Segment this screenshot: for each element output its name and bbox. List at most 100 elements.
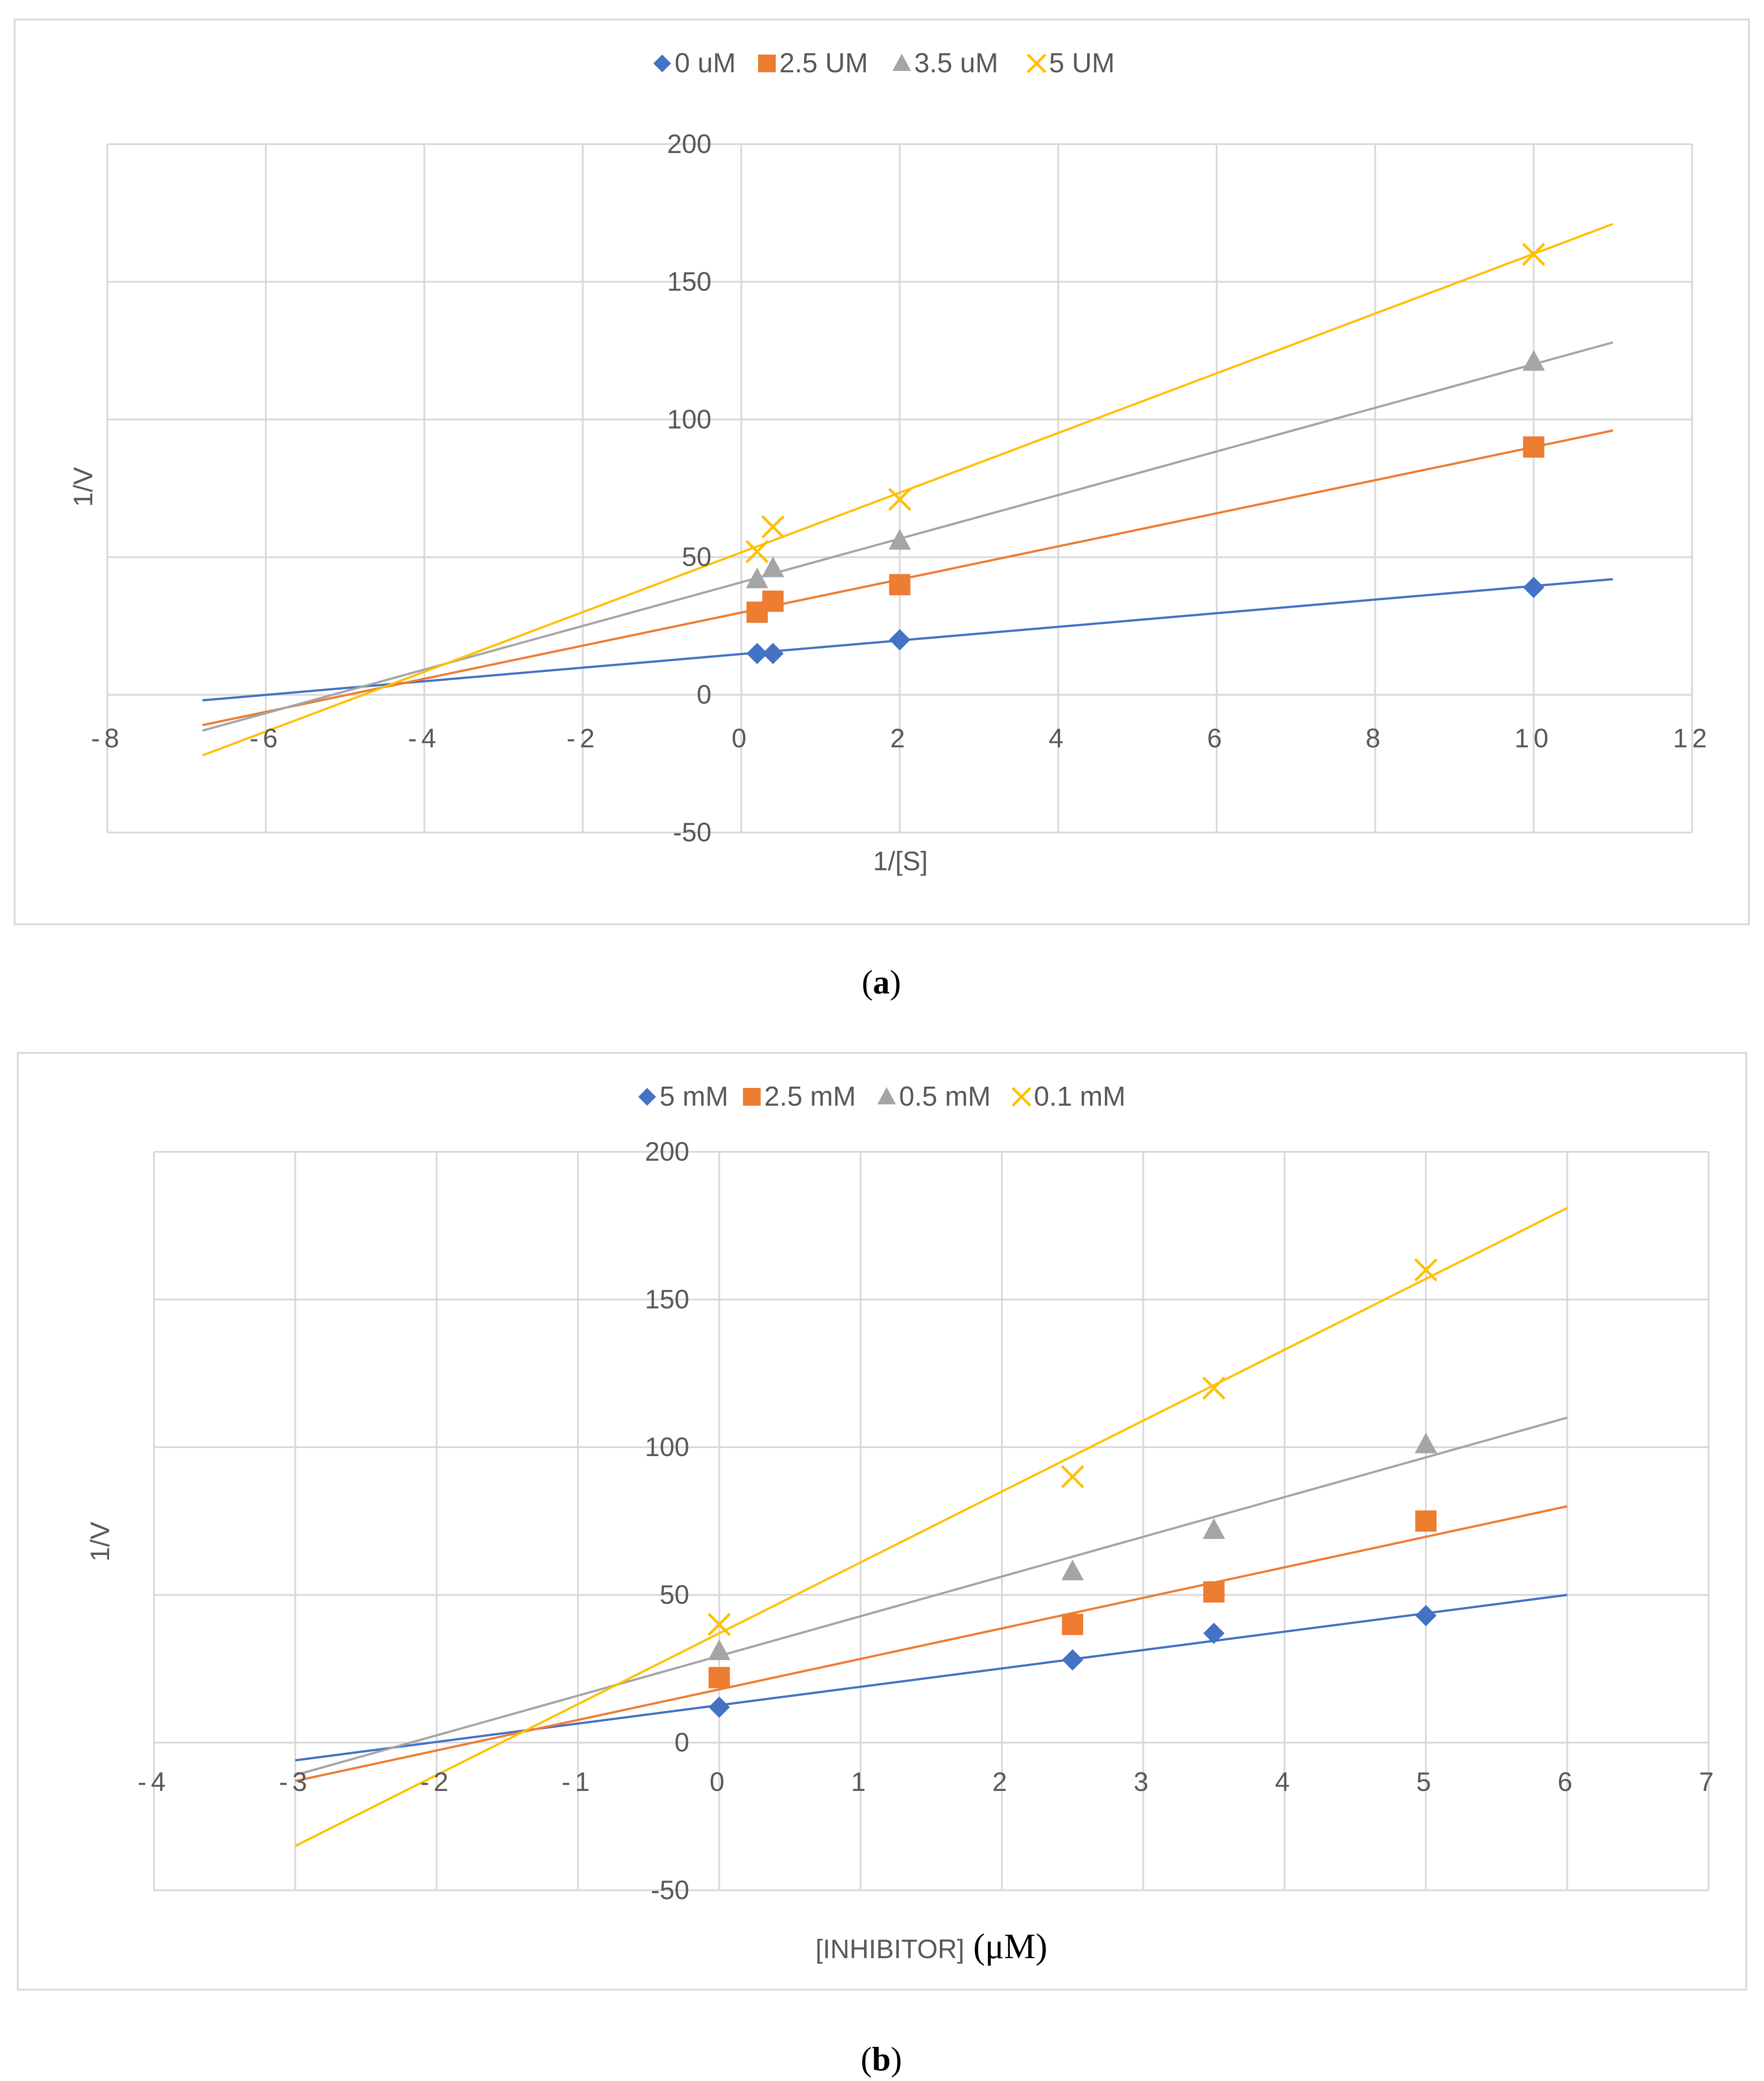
chart-b-gridlines: [153, 1151, 1709, 1891]
data-point-0-uM: [889, 629, 911, 651]
data-point-5-UM: [745, 540, 769, 563]
data-point-2.5-UM: [1523, 436, 1544, 458]
legend-marker: [1026, 53, 1047, 74]
chart-b-caption: (b): [861, 2041, 902, 2078]
data-point-3.5-uM: [746, 567, 769, 589]
data-point-0-uM: [762, 643, 784, 664]
legend-label: 0.5 mM: [899, 1081, 991, 1112]
chart-a-points: [745, 243, 1545, 664]
data-point-5-mM: [1415, 1605, 1437, 1626]
data-point-5-mM: [1203, 1622, 1225, 1644]
y-tick-label: 100: [667, 404, 711, 434]
data-point-0-uM: [746, 643, 768, 664]
legend-marker: [758, 55, 776, 72]
legend-marker: [877, 1087, 896, 1104]
legend-marker: [638, 1088, 656, 1106]
legend-item-2.5-UM: 2.5 UM: [758, 48, 868, 79]
x-tick-label: 8: [1366, 723, 1385, 753]
y-tick-label: 200: [667, 129, 711, 159]
data-point-0.5-mM: [1061, 1559, 1084, 1581]
x-tick-label: -2: [566, 723, 599, 753]
chart-b-x-axis-unit: (μM): [973, 1927, 1047, 1966]
chart-a-y-ticks: -50 0 50 100 150 200: [667, 129, 711, 847]
legend-label: 5 UM: [1049, 48, 1115, 79]
y-tick-label: 200: [645, 1137, 689, 1166]
legend-marker: [892, 54, 911, 71]
chart-a: -8 -6 -4 -2 0 2 4 6 8 10 12 -50 0 50 100 150 200 0 uM 2.…: [14, 19, 1750, 925]
legend-item-2.5-mM: 2.5 mM: [743, 1081, 856, 1112]
chart-a-x-ticks: -8 -6 -4 -2 0 2 4 6 8 10 12: [91, 723, 1712, 753]
data-point-0.1-mM: [1061, 1465, 1084, 1488]
data-point-3.5-uM: [1522, 350, 1545, 371]
chart-b-x-ticks: -4 -3 -2 -1 0 1 2 3 4 5 6 7: [138, 1767, 1718, 1797]
trendline-0.1-mM: [295, 1207, 1568, 1847]
x-tick-label: 4: [1049, 723, 1068, 753]
x-tick-label: 6: [1207, 723, 1226, 753]
x-tick-label: 5: [1416, 1767, 1435, 1797]
data-point-0.1-mM: [1202, 1376, 1226, 1400]
data-point-0.5-mM: [1202, 1518, 1225, 1539]
x-tick-label: 2: [992, 1767, 1011, 1797]
data-point-0-uM: [1523, 577, 1544, 598]
legend-marker: [1011, 1087, 1032, 1107]
chart-b-caption-letter: b: [872, 2041, 891, 2078]
trendline-0.5-mM: [295, 1416, 1568, 1776]
x-tick-label: 3: [1134, 1767, 1153, 1797]
data-point-2.5-UM: [762, 590, 784, 612]
chart-a-legend: 0 uM 2.5 UM 3.5 uM 5 UM: [653, 48, 1115, 79]
chart-a-caption: (a): [862, 964, 901, 1001]
x-tick-label: -8: [91, 723, 123, 753]
legend-marker: [743, 1088, 761, 1106]
chart-b-y-ticks: -50 0 50 100 150 200: [645, 1137, 689, 1905]
chart-b: -4 -3 -2 -1 0 1 2 3 4 5 6 7 -50 0 50 100 150 200 5 mM 2.5…: [17, 1052, 1747, 1991]
legend-label: 3.5 uM: [914, 48, 998, 79]
data-point-5-UM: [761, 515, 785, 539]
chart-b-legend: 5 mM 2.5 mM 0.5 mM 0.1 mM: [638, 1081, 1126, 1112]
chart-a-x-axis-label: 1/[S]: [873, 846, 927, 876]
chart-b-x-axis-label: [INHIBITOR]: [816, 1934, 965, 1964]
x-tick-label: 12: [1673, 723, 1712, 753]
data-point-2.5-mM: [1415, 1510, 1437, 1532]
chart-b-points: [707, 1258, 1438, 1718]
y-tick-label: 0: [675, 1728, 689, 1757]
data-point-0.5-mM: [708, 1639, 731, 1660]
data-point-5-mM: [1062, 1649, 1084, 1671]
y-tick-label: 50: [682, 542, 711, 572]
x-tick-label: -4: [138, 1767, 170, 1797]
data-point-2.5-mM: [708, 1667, 730, 1688]
x-tick-label: 1: [851, 1767, 870, 1797]
x-tick-label: -6: [250, 723, 282, 753]
x-tick-label: -2: [420, 1767, 453, 1797]
y-tick-label: 150: [645, 1284, 689, 1314]
data-point-0.5-mM: [1414, 1432, 1437, 1453]
legend-item-5-mM: 5 mM: [638, 1081, 728, 1112]
legend-label: 5 mM: [660, 1081, 728, 1112]
x-tick-label: -4: [408, 723, 440, 753]
chart-b-trendlines: [295, 1207, 1568, 1847]
data-point-2.5-mM: [1203, 1581, 1225, 1603]
trendline-5-mM: [295, 1594, 1568, 1762]
x-tick-label: -1: [562, 1767, 594, 1797]
legend-label: 2.5 mM: [764, 1081, 856, 1112]
chart-b-frame: [17, 1052, 1747, 1991]
data-point-5-UM: [888, 487, 911, 511]
chart-a-frame: [14, 19, 1750, 925]
legend-item-0.1-mM: 0.1 mM: [1011, 1081, 1126, 1112]
data-point-2.5-UM: [889, 574, 911, 596]
data-point-5-mM: [708, 1696, 730, 1718]
x-tick-label: 10: [1514, 723, 1553, 753]
legend-marker: [653, 55, 671, 72]
x-tick-label: 2: [890, 723, 909, 753]
x-tick-label: 0: [710, 1767, 729, 1797]
data-point-0.1-mM: [707, 1613, 731, 1636]
y-tick-label: 100: [645, 1432, 689, 1462]
y-tick-label: -50: [651, 1875, 689, 1905]
data-point-3.5-uM: [888, 529, 911, 550]
legend-item-5-UM: 5 UM: [1026, 48, 1115, 79]
chart-b-x-axis-label-group: [INHIBITOR] (μM): [816, 1927, 1048, 1966]
legend-item-0.5-mM: 0.5 mM: [877, 1081, 991, 1112]
chart-a-gridlines: [106, 143, 1693, 833]
x-tick-label: 7: [1699, 1767, 1718, 1797]
y-tick-label: -50: [673, 817, 711, 847]
